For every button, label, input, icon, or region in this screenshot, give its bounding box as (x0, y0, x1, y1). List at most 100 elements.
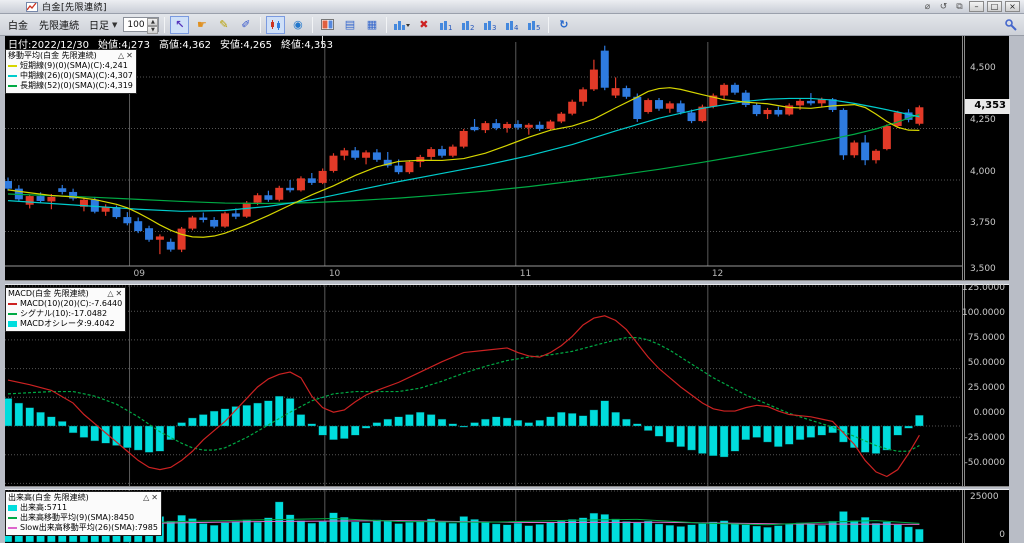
legend-close-icon[interactable]: ✕ (115, 289, 123, 298)
spinner-buttons[interactable]: ▲ ▼ (147, 18, 159, 34)
legend-collapse-icon[interactable]: △ (107, 289, 114, 298)
price-axis: 4,500 4,353 4,250 4,000 3,750 3,500 (964, 36, 1010, 280)
macd-line-swatch (8, 303, 17, 305)
minimize-button[interactable]: – (969, 1, 984, 12)
toolbar: 白金 先限連続 日足 ▼ 100 ▲ ▼ ↖ ☛ ✎ ✐ ◉ ▤ ▦ ✖ 1 2 (0, 14, 1024, 36)
pan-hand-button[interactable]: ☛ (196, 18, 207, 31)
volume-tick: 25000 (970, 492, 999, 502)
layout-5-button[interactable]: 5 (524, 16, 543, 34)
macd-tick: 0.0000 (973, 408, 1006, 418)
series-label: 先限連続 (39, 21, 79, 32)
remove-indicator-button[interactable]: ✖ (419, 18, 429, 31)
indicator-menu-button[interactable] (392, 16, 411, 34)
panel-divider[interactable] (5, 280, 1009, 285)
macd-osc-label: MACDオシレータ:9.4042 (20, 319, 115, 328)
ma-legend: 移動平均(白金 先限連続) △ ✕ 短期線(9)(0)(SMA)(C):4,241… (5, 49, 137, 94)
volume-panel[interactable]: 出来高(白金 先限連続) △ ✕ 出来高:5711 出来高移動平均(9)(SMA)… (5, 490, 963, 543)
copy-window-icon[interactable]: ⧉ (956, 1, 963, 12)
svg-text:12: 12 (712, 269, 723, 279)
panel-divider[interactable] (5, 486, 1009, 490)
legend-collapse-icon[interactable]: △ (118, 51, 125, 60)
select-cursor-button[interactable]: ↖ (170, 15, 190, 34)
annotate-pencil-button[interactable]: ✐ (241, 18, 251, 31)
svg-text:5: 5 (536, 24, 540, 31)
macd-tick: -25.0000 (964, 433, 1005, 443)
legend-close-icon[interactable]: ✕ (151, 493, 158, 502)
volume-legend-title: 出来高(白金 先限連続) (8, 493, 89, 502)
window-title: 白金[先限連続] (42, 3, 108, 13)
ma-mid-label: 中期線(26)(0)(SMA)(C):4,307 (20, 71, 133, 80)
volume-slow-ma-label: Slow出来高移動平均(26)(SMA):7985 (20, 523, 158, 532)
pin-icon[interactable]: ⌀ (924, 1, 931, 12)
layout-4-button[interactable]: 4 (502, 16, 521, 34)
candlestick-chart[interactable]: 09 10 11 12 (5, 36, 963, 280)
info-divider (322, 36, 323, 48)
toolbar-separator (386, 16, 388, 33)
draw-pencil-button[interactable]: ✎ (219, 18, 229, 31)
info-high: 高値:4,362 (159, 39, 212, 51)
toolbar-separator (260, 16, 262, 33)
maximize-button[interactable]: □ (987, 1, 1002, 12)
timeframe-value: 日足 (89, 21, 109, 32)
macd-legend-title: MACD(白金 先限連続) (8, 289, 89, 298)
svg-text:3: 3 (492, 24, 496, 31)
settings-wrench-icon[interactable] (1002, 16, 1021, 34)
cycle-icon[interactable]: ↺ (939, 1, 948, 12)
toolbar-separator (164, 16, 166, 33)
legend-collapse-icon[interactable]: △ (143, 493, 150, 502)
macd-axis: 125.0000 100.0000 75.0000 50.0000 25.000… (962, 283, 1009, 486)
svg-text:2: 2 (470, 24, 474, 31)
new-chart-panel-button[interactable] (318, 16, 337, 34)
chart-window-icon (26, 1, 38, 12)
close-button[interactable]: × (1005, 1, 1020, 12)
layout-3-button[interactable]: 3 (480, 16, 499, 34)
price-tick: 4,000 (970, 167, 996, 177)
grid-table-button[interactable]: ▦ (366, 18, 378, 31)
volume-legend: 出来高(白金 先限連続) △ ✕ 出来高:5711 出来高移動平均(9)(SMA)… (5, 491, 162, 536)
bar-count-value: 100 (127, 19, 145, 30)
layout-1-button[interactable]: 1 (436, 16, 455, 34)
ohlc-info-bar: 日付:2022/12/30 始値:4,273 高値:4,362 安値:4,265… (8, 37, 333, 51)
macd-signal-swatch (8, 313, 17, 315)
macd-chart[interactable] (5, 285, 963, 486)
refresh-button[interactable]: ↻ (559, 18, 569, 31)
macd-osc-swatch (8, 321, 17, 327)
ma-legend-title: 移動平均(白金 先限連続) (8, 51, 97, 60)
ma-short-label: 短期線(9)(0)(SMA)(C):4,241 (20, 61, 128, 70)
bar-count-input[interactable]: 100 ▲ ▼ (123, 17, 160, 34)
svg-text:1: 1 (448, 24, 452, 31)
volume-tick: 0 (999, 530, 1005, 540)
toolbar-separator (312, 16, 314, 33)
volume-label: 出来高:5711 (20, 503, 68, 512)
macd-tick: 125.0000 (962, 283, 1005, 293)
macd-tick: 100.0000 (962, 308, 1005, 318)
chevron-down-icon: ▼ (112, 20, 118, 29)
svg-text:09: 09 (134, 269, 146, 279)
macd-tick: 25.0000 (967, 383, 1005, 393)
symbol-label: 白金 (8, 21, 28, 32)
price-tick: 3,750 (970, 218, 996, 228)
candlestick-tool-button[interactable] (266, 15, 286, 34)
chart-area: 09 10 11 12 日付:2022/12/30 始値:4,273 高値:4,362… (5, 36, 1010, 543)
price-panel[interactable]: 09 10 11 12 日付:2022/12/30 始値:4,273 高値:4,362… (5, 36, 963, 280)
volume-ma-label: 出来高移動平均(9)(SMA):8450 (20, 513, 135, 522)
macd-panel[interactable]: MACD(白金 先限連続) △ ✕ MACD(10)(20)(C):-7.6440… (5, 285, 963, 486)
layout-2-button[interactable]: 2 (458, 16, 477, 34)
legend-close-icon[interactable]: ✕ (126, 51, 133, 60)
grid-rows-button[interactable]: ▤ (344, 18, 356, 31)
spin-down-icon[interactable]: ▼ (147, 26, 159, 34)
ma-long-label: 長期線(52)(0)(SMA)(C):4,319 (20, 81, 133, 90)
timeframe-dropdown[interactable]: 日足 ▼ (86, 17, 120, 33)
ma-mid-swatch (8, 75, 17, 77)
price-tick: 3,500 (970, 264, 996, 274)
macd-tick: 75.0000 (967, 333, 1005, 343)
info-low: 安値:4,265 (220, 39, 273, 51)
macd-line-label: MACD(10)(20)(C):-7.6440 (20, 299, 123, 308)
volume-ma-swatch (8, 517, 17, 519)
svg-text:11: 11 (520, 269, 531, 279)
volume-slow-ma-swatch (8, 527, 17, 529)
navigate-compass-button[interactable]: ◉ (293, 18, 303, 31)
spin-up-icon[interactable]: ▲ (147, 18, 159, 26)
current-price-box: 4,353 (965, 99, 1010, 114)
